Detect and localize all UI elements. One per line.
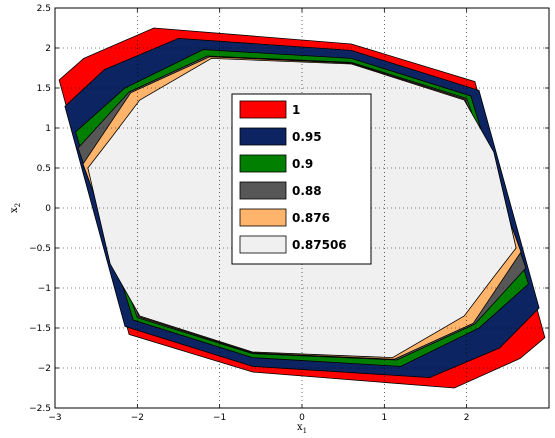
legend-label-5: 0.87506 [292,238,347,252]
svg-text:x1: x1 [297,422,307,435]
y-axis-label-sub: 2 [14,203,22,207]
legend-swatch-4 [239,208,287,227]
y-tick-label-1: −2 [38,364,51,374]
legend-label-2: 0.9 [292,157,313,171]
y-tick-label-0: −2.5 [29,404,51,414]
legend-label-4: 0.876 [292,211,330,225]
legend-swatch-3 [239,181,287,200]
legend-label-3: 0.88 [292,184,322,198]
y-axis-label-text: x [9,207,20,213]
y-tick-label-8: 1.5 [37,84,51,94]
y-tick-label-7: 1 [45,124,51,134]
legend-label-0: 1 [292,103,300,117]
y-tick-label-2: −1.5 [29,324,51,334]
x-axis-label-sub: 1 [303,427,307,435]
y-tick-label-9: 2 [45,44,51,54]
y-tick-label-4: −0.5 [29,244,51,254]
legend-swatch-5 [239,235,287,254]
legend-swatch-2 [239,154,287,173]
ticks-layer: −3 −2 −1 0 1 2 −2.5 −2 −1.5 −1 −0.5 0 0.5 1 1.5 2 2.5 [29,4,549,423]
x-tick-label-2: −1 [213,413,226,423]
x-tick-label-0: −3 [48,413,61,423]
y-tick-label-6: 0.5 [37,164,51,174]
legend-swatch-1 [239,127,287,146]
y-tick-label-5: 0 [45,204,51,214]
y-tick-label-10: 2.5 [37,4,51,14]
x-tick-label-1: −2 [131,413,144,423]
y-axis-label: x2 [9,203,22,213]
x-tick-label-5: 2 [464,413,470,423]
legend-label-1: 0.95 [292,130,322,144]
x-axis-label: x1 [297,422,307,435]
x-tick-label-3: 0 [299,413,305,423]
x-tick-label-4: 1 [381,413,387,423]
svg-text:x2: x2 [9,203,22,213]
legend: 1 0.95 0.9 0.88 0.876 0.87506 [231,93,372,265]
x-axis-label-text: x [297,422,303,433]
y-tick-label-3: −1 [38,284,51,294]
legend-swatch-0 [239,100,287,119]
